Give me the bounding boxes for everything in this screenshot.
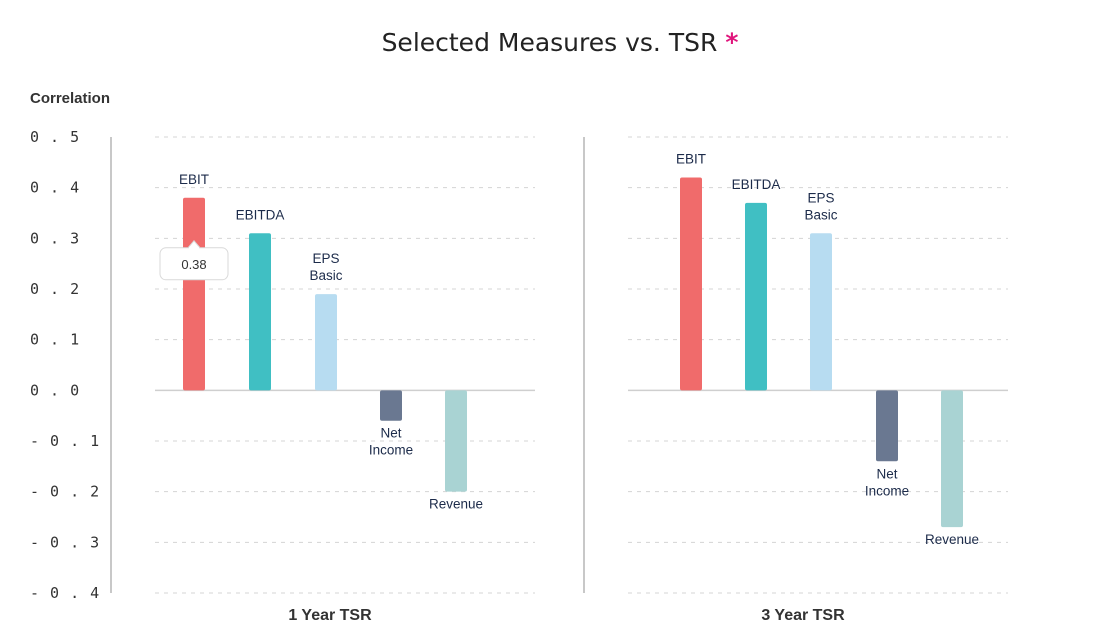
bar-label-revenue: Revenue: [429, 497, 483, 512]
y-tick-label: 0 . 1: [30, 331, 80, 349]
bar-revenue[interactable]: [445, 390, 467, 492]
bar-net-income[interactable]: [380, 390, 402, 421]
bar-label-ebit: EBIT: [676, 152, 706, 167]
panel-label: 3 Year TSR: [761, 607, 845, 624]
bar-eps-basic[interactable]: [810, 233, 832, 391]
bar-label-ebitda: EBITDA: [732, 177, 781, 192]
y-tick-label: 0 . 4: [30, 179, 80, 197]
bar-ebit[interactable]: [183, 197, 205, 391]
y-axis-ticks: 0 . 5 0 . 4 0 . 3 0 . 2 0 . 1 0 . 0 - 0 . 1 - 0…: [30, 128, 100, 602]
bar-ebit[interactable]: [680, 177, 702, 391]
tooltip-text: 0.38: [181, 257, 206, 272]
y-axis-label: Correlation: [30, 90, 110, 107]
bar-label-ebit: EBIT: [179, 172, 209, 187]
tooltip: 0.38: [159, 240, 229, 281]
bar-ebitda[interactable]: [745, 202, 767, 391]
bar-eps-basic[interactable]: [315, 294, 337, 391]
panel-2: EBIT EBITDA EPS Basic Net Income Revenue 3 Year…: [583, 136, 1008, 624]
y-tick-label: 0 . 0: [30, 381, 80, 399]
bar-label-eps-basic: EPS Basic: [804, 190, 837, 222]
chart-panels: EBIT EBITDA EPS Basic Net Income Revenue 1 Year…: [110, 136, 1008, 624]
y-tick-label: - 0 . 3: [30, 533, 100, 551]
chart-title-asterisk: *: [725, 28, 738, 57]
y-tick-label: - 0 . 2: [30, 483, 100, 501]
y-tick-label: 0 . 3: [30, 229, 80, 247]
bar-net-income[interactable]: [876, 390, 898, 462]
chart-title: Selected Measures vs. TSR *: [382, 28, 739, 57]
bar-label-net-income: Net Income: [369, 426, 413, 458]
tooltip-box: [159, 240, 229, 281]
y-tick-label: 0 . 2: [30, 280, 80, 298]
y-tick-label: - 0 . 4: [30, 584, 100, 602]
bar-ebitda[interactable]: [249, 233, 271, 391]
panel-label: 1 Year TSR: [288, 607, 372, 624]
bar-label-eps-basic: EPS Basic: [309, 251, 342, 283]
bar-label-revenue: Revenue: [925, 532, 979, 547]
bar-revenue[interactable]: [941, 390, 963, 528]
bar-label-ebitda: EBITDA: [236, 207, 285, 222]
y-tick-label: - 0 . 1: [30, 432, 100, 450]
chart-title-text: Selected Measures vs. TSR: [382, 28, 718, 57]
y-tick-label: 0 . 5: [30, 128, 80, 146]
panel-1: EBIT EBITDA EPS Basic Net Income Revenue 1 Year…: [110, 136, 535, 624]
bar-label-net-income: Net Income: [865, 466, 909, 498]
